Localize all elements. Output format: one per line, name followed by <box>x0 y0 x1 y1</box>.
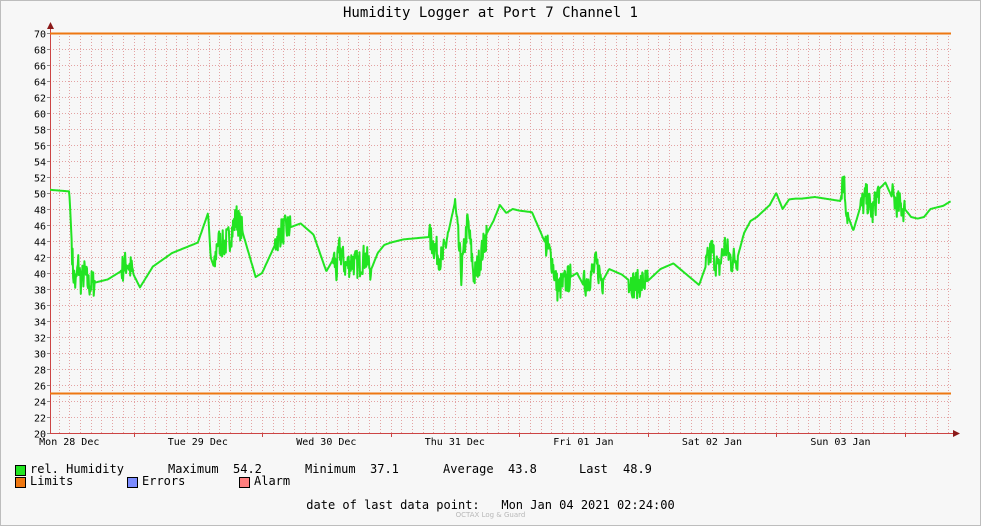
y-tick-label: 26 <box>34 382 46 393</box>
y-tick-label: 56 <box>34 142 46 153</box>
y-tick-label: 50 <box>34 190 46 201</box>
x-tick-label: Tue 29 Dec <box>168 437 228 448</box>
legend-max-value: 54.2 <box>233 462 262 476</box>
x-tick-label: Fri 01 Jan <box>553 437 613 448</box>
y-tick-label: 24 <box>34 398 46 409</box>
y-tick-label: 42 <box>34 254 46 265</box>
x-tick-label: Wed 30 Dec <box>296 437 356 448</box>
alarm-swatch <box>239 477 250 488</box>
y-tick-label: 34 <box>34 318 46 329</box>
last-data-point-label: date of last data point: <box>306 498 480 512</box>
legend-series-label: rel. Humidity <box>30 462 124 476</box>
y-tick-label: 40 <box>34 270 46 281</box>
y-tick-label: 54 <box>34 158 46 169</box>
y-tick-label: 66 <box>34 62 46 73</box>
y-tick-label: 20 <box>34 430 46 441</box>
legend-min-value: 37.1 <box>370 462 399 476</box>
watermark: OCTAX Log & Guard <box>455 511 526 519</box>
y-tick-label: 48 <box>34 206 46 217</box>
y-tick-label: 36 <box>34 302 46 313</box>
limits-swatch <box>15 477 26 488</box>
y-tick-label: 44 <box>34 238 46 249</box>
x-tick-label: Mon 28 Dec <box>39 437 99 448</box>
humidity-series-line <box>49 175 952 302</box>
legend-last-value: 48.9 <box>623 462 652 476</box>
y-tick-label: 60 <box>34 110 46 121</box>
x-tick-label: Sat 02 Jan <box>682 437 742 448</box>
x-tick-label: Sun 03 Jan <box>810 437 870 448</box>
y-tick-label: 46 <box>34 222 46 233</box>
series-swatch <box>15 465 26 476</box>
last-data-point: date of last data point: Mon Jan 04 2021… <box>0 498 981 512</box>
y-tick-label: 68 <box>34 46 46 57</box>
legend-limits-label: Limits <box>30 474 74 488</box>
y-tick-label: 64 <box>34 78 46 89</box>
last-data-point-value: Mon Jan 04 2021 02:24:00 <box>501 498 675 512</box>
legend-avg-value: 43.8 <box>508 462 537 476</box>
legend-min-label: Minimum <box>305 462 356 476</box>
legend-avg-label: Average <box>443 462 494 476</box>
y-tick-label: 38 <box>34 286 46 297</box>
y-axis-arrow <box>47 22 54 29</box>
chart-title: Humidity Logger at Port 7 Channel 1 <box>342 5 638 21</box>
errors-swatch <box>127 477 138 488</box>
y-tick-label: 28 <box>34 366 46 377</box>
y-tick-label: 22 <box>34 414 46 425</box>
y-tick-label: 52 <box>34 174 46 185</box>
x-tick-label: Thu 31 Dec <box>425 437 485 448</box>
legend-last-label: Last <box>579 462 608 476</box>
y-tick-label: 30 <box>34 350 46 361</box>
y-tick-label: 62 <box>34 94 46 105</box>
y-tick-label: 70 <box>34 30 46 41</box>
y-tick-label: 32 <box>34 334 46 345</box>
y-tick-label: 58 <box>34 126 46 137</box>
legend-errors-label: Errors <box>142 474 186 488</box>
legend-alarm-label: Alarm <box>254 474 291 488</box>
legend-max-label: Maximum <box>168 462 219 476</box>
x-axis-arrow <box>953 430 960 437</box>
